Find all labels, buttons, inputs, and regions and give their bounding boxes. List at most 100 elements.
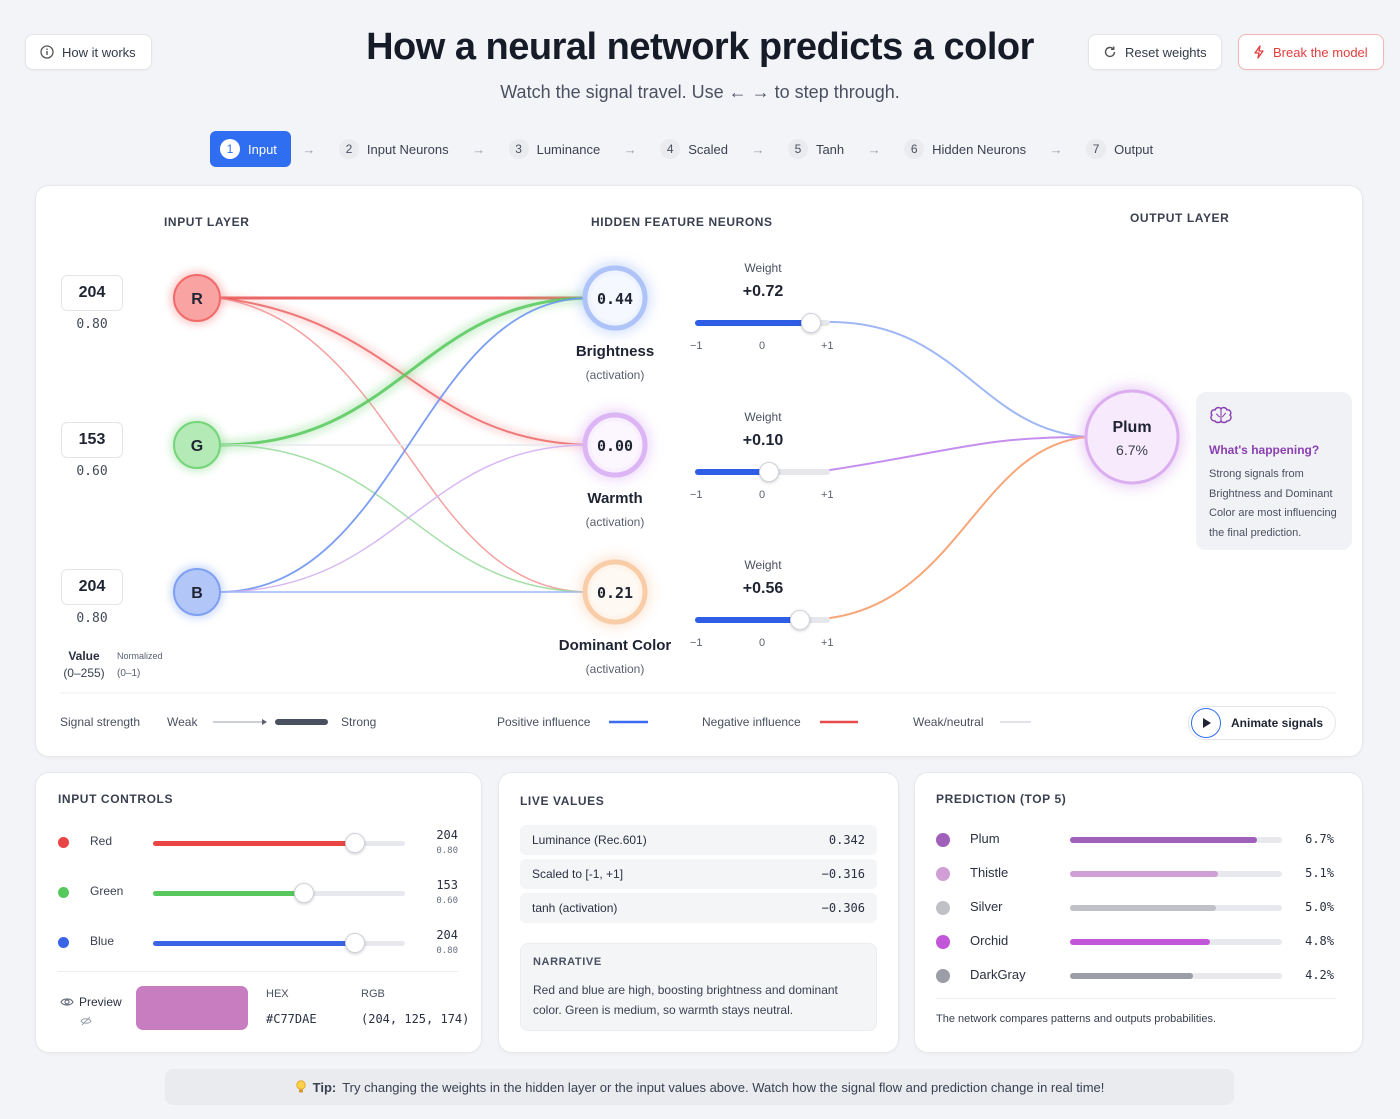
whats-happening-body: Strong signals from Brightness and Domin…: [1209, 468, 1337, 539]
weight-caption: Weight: [744, 410, 782, 424]
prediction-bar-track: [1070, 973, 1282, 979]
tick-min: −1: [690, 340, 703, 352]
step-label: Luminance: [536, 141, 601, 157]
step-number: 4: [660, 139, 681, 159]
input-value-b[interactable]: 204: [61, 569, 123, 605]
reset-weights-label: Reset weights: [1125, 44, 1207, 60]
step-number: 5: [787, 139, 808, 159]
control-blue-value: 204: [436, 928, 458, 942]
arrow-right-icon: →: [751, 141, 765, 157]
red-slider[interactable]: [153, 833, 405, 853]
tip-text: Try changing the weights in the hidden l…: [342, 1079, 1105, 1095]
tip-bar: Tip: Try changing the weights in the hid…: [165, 1069, 1234, 1105]
how-it-works-button[interactable]: How it works: [25, 34, 152, 70]
slider-knob[interactable]: [294, 883, 315, 903]
tick-max: +1: [821, 637, 834, 649]
live-row-label: Scaled to [-1, +1]: [532, 867, 624, 881]
live-tanh-row: tanh (activation) −0.306: [520, 893, 877, 923]
hex-value: #C77DAE: [266, 1012, 317, 1026]
live-values-title: LIVE VALUES: [520, 794, 605, 808]
control-red-label: Red: [90, 834, 113, 848]
green-slider[interactable]: [153, 883, 405, 903]
hidden-brightness-sub: (activation): [585, 368, 645, 382]
hidden-node-brightness: 0.44: [581, 264, 649, 332]
prediction-value: 6.7%: [1305, 832, 1334, 846]
prediction-bar-track: [1070, 871, 1282, 877]
prediction-name: DarkGray: [970, 967, 1026, 982]
step-input-neurons[interactable]: 2 Input Neurons: [327, 131, 461, 167]
hidden-brightness-value: 0.44: [597, 290, 633, 308]
slider-knob[interactable]: [790, 610, 811, 630]
prediction-dot-icon: [936, 969, 950, 983]
step-navigator: 1 Input → 2 Input Neurons → 3 Luminance → 4…: [210, 131, 1165, 167]
step-output[interactable]: 7 Output: [1074, 131, 1165, 167]
weight-brightness-slider[interactable]: [695, 313, 830, 333]
hidden-dominant-sub: (activation): [585, 662, 645, 676]
arrow-right-icon: →: [623, 141, 637, 157]
control-green-label: Green: [90, 884, 124, 898]
slider-knob[interactable]: [759, 462, 780, 482]
prediction-bar: [1070, 837, 1257, 843]
step-luminance[interactable]: 3 Luminance: [497, 131, 613, 167]
animate-signals-button[interactable]: Animate signals: [1188, 706, 1336, 740]
step-scaled[interactable]: 4 Scaled: [648, 131, 740, 167]
slider-knob[interactable]: [344, 833, 365, 853]
control-green-value: 153: [436, 878, 458, 892]
input-value-g[interactable]: 153: [61, 422, 123, 458]
lightning-icon: [1254, 45, 1264, 59]
prediction-row: DarkGray 4.2%: [936, 965, 1334, 985]
control-red: Red 204 0.80: [58, 828, 458, 858]
step-hidden-neurons[interactable]: 6 Hidden Neurons: [892, 131, 1038, 167]
connection-brightness-output: [829, 321, 1089, 438]
prediction-dot-icon: [936, 833, 950, 847]
live-row-label: tanh (activation): [532, 901, 618, 915]
blue-slider[interactable]: [153, 933, 405, 953]
weight-warmth-slider[interactable]: [695, 462, 830, 482]
input-normalized-g: 0.60: [76, 464, 108, 479]
input-controls-title: INPUT CONTROLS: [58, 792, 174, 806]
control-blue-label: Blue: [90, 934, 115, 948]
tick-max: +1: [821, 489, 834, 501]
slider-knob[interactable]: [344, 933, 365, 953]
slider-fill: [153, 841, 355, 846]
slider-knob[interactable]: [801, 313, 822, 333]
hidden-node-dominant: 0.21: [581, 558, 649, 626]
hidden-node-warmth: 0.00: [581, 411, 649, 479]
output-prob: 6.7%: [1116, 442, 1148, 458]
arrow-right-icon: →: [867, 141, 881, 157]
live-luminance-row: Luminance (Rec.601) 0.342: [520, 825, 877, 855]
live-scaled-row: Scaled to [-1, +1] −0.316: [520, 859, 877, 889]
prediction-footer: The network compares patterns and output…: [936, 1013, 1217, 1025]
control-blue: Blue 204 0.80: [58, 928, 458, 958]
prediction-value: 4.2%: [1305, 968, 1334, 982]
control-green-normalized: 0.60: [436, 896, 458, 906]
break-model-button[interactable]: Break the model: [1238, 34, 1384, 70]
how-it-works-label: How it works: [62, 44, 136, 60]
prediction-name: Thistle: [970, 865, 1009, 880]
weight-value: +0.10: [742, 432, 784, 449]
input-controls-panel: [35, 772, 482, 1053]
step-label: Hidden Neurons: [932, 141, 1027, 157]
step-input[interactable]: 1 Input: [210, 131, 291, 167]
hidden-dominant-value: 0.21: [597, 584, 633, 602]
control-blue-normalized: 0.80: [436, 946, 458, 956]
weight-dominant-slider[interactable]: [695, 610, 830, 630]
slider-fill: [695, 469, 770, 475]
prediction-bar-track: [1070, 837, 1282, 843]
step-tanh[interactable]: 5 Tanh: [776, 131, 856, 167]
page-title: How a neural network predicts a color: [366, 26, 1034, 68]
refresh-icon: [1104, 46, 1116, 58]
normalized-caption: Normalized: [117, 651, 163, 661]
prediction-row: Orchid 4.8%: [936, 931, 1334, 951]
prediction-dot-icon: [936, 901, 950, 915]
input-node-b-letter: B: [191, 585, 203, 602]
input-value-r[interactable]: 204: [61, 275, 123, 311]
live-row-value: 0.342: [828, 833, 865, 847]
rgb-value: (204, 125, 174): [361, 1012, 470, 1026]
prediction-bar: [1070, 939, 1210, 945]
input-node-g-letter: G: [191, 438, 203, 455]
prediction-name: Plum: [970, 831, 1000, 846]
reset-weights-button[interactable]: Reset weights: [1088, 34, 1222, 70]
hidden-warmth-sub: (activation): [585, 515, 645, 529]
brain-icon: [1210, 406, 1232, 424]
